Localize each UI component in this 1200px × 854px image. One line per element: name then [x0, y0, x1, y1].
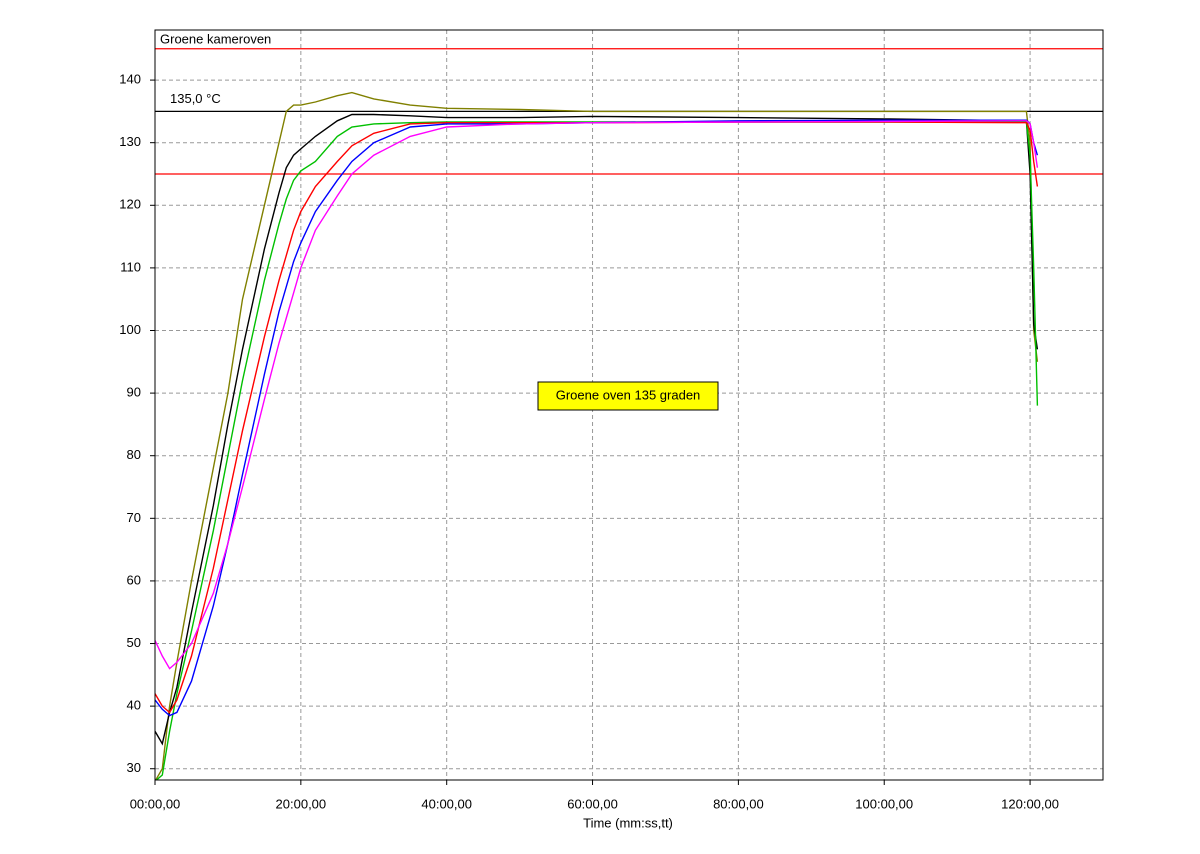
annotation: 135,0 °C — [170, 91, 221, 106]
data-line — [155, 91, 1039, 780]
x-tick-label: 100:00,00 — [855, 796, 913, 811]
x-tick-label: 80:00,00 — [713, 796, 764, 811]
y-tick-label: 60 — [127, 572, 141, 587]
annotation-box — [537, 381, 719, 411]
plot-border — [154, 29, 1104, 781]
annotation: Groene oven 135 graden — [556, 387, 701, 402]
y-tick-label: 70 — [127, 510, 141, 525]
y-tick-label: 120 — [119, 197, 141, 212]
plot-layer — [155, 30, 1103, 780]
x-tick-label: 20:00,00 — [276, 796, 327, 811]
y-tick-label: 80 — [127, 447, 141, 462]
y-tick-label: 30 — [127, 760, 141, 775]
x-tick-label: 40:00,00 — [421, 796, 472, 811]
x-tick-label: 120:00,00 — [1001, 796, 1059, 811]
y-tick-label: 90 — [127, 385, 141, 400]
data-line — [155, 113, 1039, 746]
data-line — [155, 120, 1039, 670]
y-tick-label: 100 — [119, 322, 141, 337]
y-tick-label: 40 — [127, 698, 141, 713]
x-tick-label: 60:00,00 — [567, 796, 618, 811]
annotation: Groene kameroven — [160, 31, 271, 46]
y-tick-label: 50 — [127, 635, 141, 650]
data-line — [155, 119, 1039, 717]
y-tick-label: 110 — [120, 259, 141, 274]
y-tick-label: 140 — [119, 72, 141, 87]
y-tick-label: 130 — [119, 134, 141, 149]
x-axis-title: Time (mm:ss,tt) — [583, 815, 673, 830]
x-tick-label: 00:00,00 — [130, 796, 181, 811]
